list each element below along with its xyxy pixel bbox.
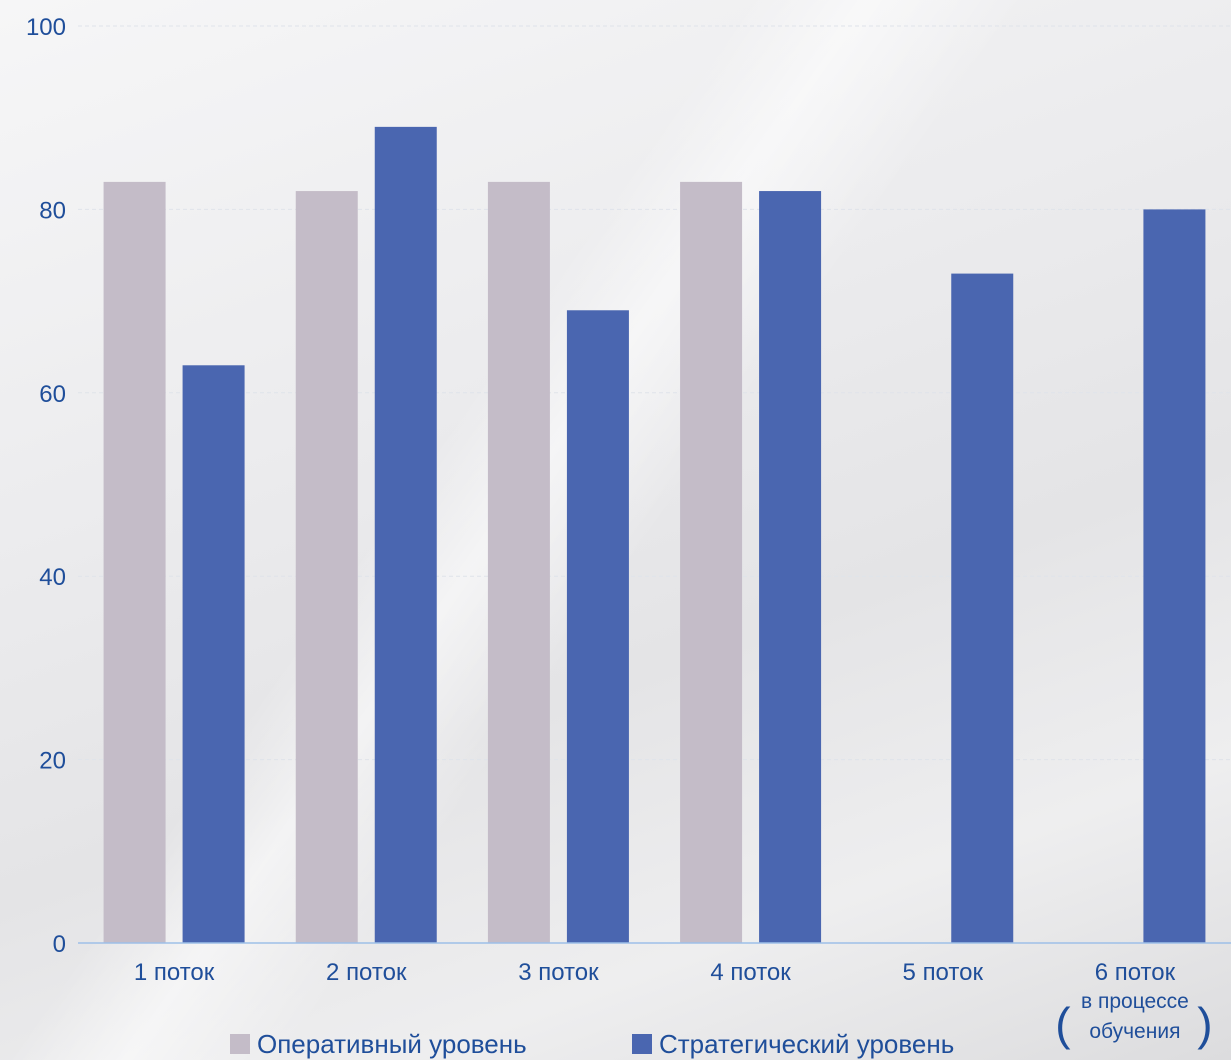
x-tick-label: 4 поток xyxy=(710,959,791,986)
svg-text:(: ( xyxy=(1055,998,1071,1050)
x-tick-label: 3 поток xyxy=(518,959,599,986)
x-tick-label: 6 поток xyxy=(1095,959,1176,986)
bar-strategic xyxy=(759,191,822,943)
bar-operational xyxy=(680,181,743,943)
bar-strategic xyxy=(566,310,629,943)
legend-swatch xyxy=(230,1034,250,1054)
y-tick-label: 20 xyxy=(39,748,66,775)
bars xyxy=(103,126,1206,944)
x-tick-label: 2 поток xyxy=(326,959,407,986)
svg-text:обучения: обучения xyxy=(1089,1020,1180,1043)
bar-strategic xyxy=(374,126,437,944)
x-tick-label: 1 поток xyxy=(134,959,215,986)
y-axis-ticks: 0 20 40 60 80 100 xyxy=(26,14,66,958)
bar-strategic xyxy=(182,365,245,943)
bar-strategic xyxy=(1143,209,1206,943)
bar-operational xyxy=(103,181,166,943)
x-axis-labels: 1 поток 2 поток 3 поток 4 поток 5 поток 6 пот… xyxy=(134,959,1213,1050)
legend-swatch xyxy=(632,1034,652,1054)
svg-text:в процессе: в процессе xyxy=(1081,990,1189,1013)
y-tick-label: 40 xyxy=(39,564,66,591)
y-tick-label: 0 xyxy=(53,931,66,958)
legend-label: Стратегический уровень xyxy=(659,1029,954,1059)
svg-text:): ) xyxy=(1197,998,1212,1050)
y-tick-label: 60 xyxy=(39,381,66,408)
legend: Оперативный уровень Стратегический уровен… xyxy=(230,1029,954,1059)
y-tick-label: 80 xyxy=(39,197,66,224)
grid-lines xyxy=(78,25,1231,761)
bar-operational xyxy=(295,191,358,943)
y-tick-label: 100 xyxy=(26,14,66,41)
x-tick-label: 5 поток xyxy=(903,959,984,986)
bar-strategic xyxy=(951,273,1014,944)
bar-operational xyxy=(487,181,550,943)
x-tick-note: в процессе обучения () xyxy=(1055,990,1212,1050)
legend-label: Оперативный уровень xyxy=(257,1029,527,1059)
